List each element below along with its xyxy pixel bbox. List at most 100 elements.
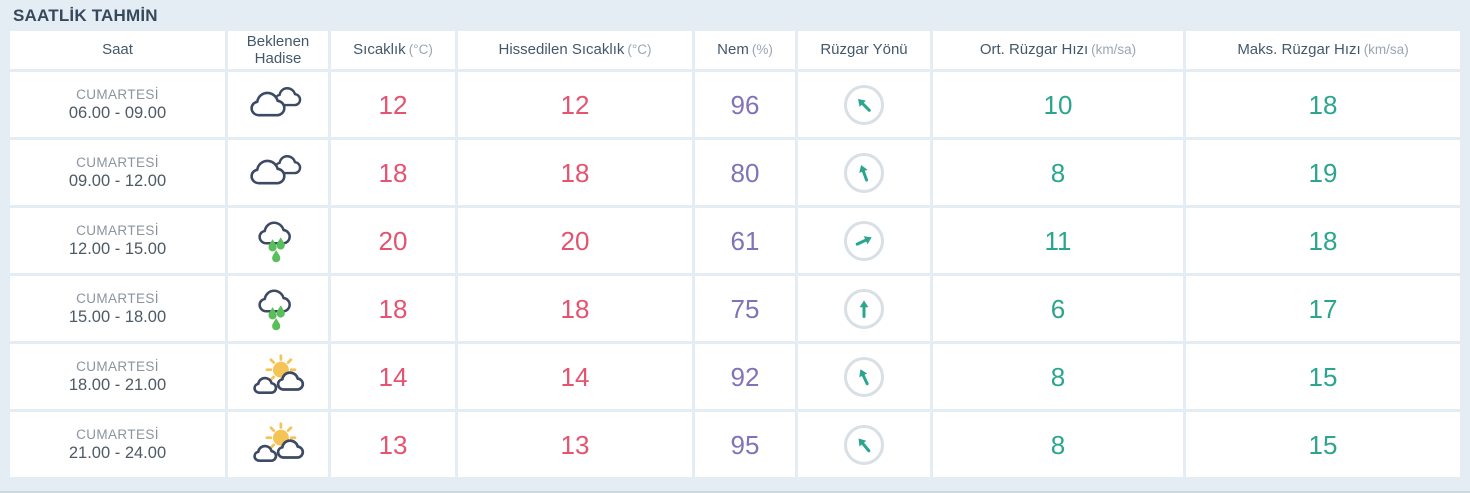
wind-direction-cell [798, 208, 930, 273]
humidity-cell: 61 [695, 208, 795, 273]
column-header-ruzgar-yonu: Rüzgar Yönü [798, 31, 930, 69]
feels-like-cell: 18 [458, 140, 692, 205]
condition-cell [228, 276, 328, 341]
max-wind-speed-value: 18 [1308, 225, 1338, 256]
wind-direction-cell [798, 140, 930, 205]
day-label: CUMARTESİ [76, 86, 159, 102]
time-range-label: 09.00 - 12.00 [68, 171, 167, 190]
table-header-row: Saat Beklenen Hadise Sıcaklık (°C) Hissed… [10, 31, 1460, 69]
column-header-saat: Saat [10, 31, 225, 69]
day-label: CUMARTESİ [76, 222, 159, 238]
avg-wind-speed-value: 6 [1050, 293, 1066, 324]
column-header-ort-ruzgar-hizi: Ort. Rüzgar Hızı (km/sa) [933, 31, 1183, 69]
temperature-cell: 14 [331, 344, 455, 409]
feels-like-cell: 13 [458, 412, 692, 477]
max-wind-speed-cell: 15 [1186, 412, 1460, 477]
time-cell: CUMARTESİ 06.00 - 09.00 [10, 72, 225, 137]
partly-sunny-icon [253, 422, 305, 462]
temperature-value: 18 [378, 157, 408, 188]
time-cell: CUMARTESİ 21.00 - 24.00 [10, 412, 225, 477]
bottom-border [0, 491, 1470, 493]
feels-like-value: 20 [560, 225, 590, 256]
time-range-label: 18.00 - 21.00 [68, 375, 167, 394]
avg-wind-speed-cell: 8 [933, 344, 1183, 409]
avg-wind-speed-cell: 10 [933, 72, 1183, 137]
day-label: CUMARTESİ [76, 290, 159, 306]
forecast-table-body: CUMARTESİ 06.00 - 09.00 12 12 96 [10, 72, 1460, 477]
max-wind-speed-cell: 15 [1186, 344, 1460, 409]
humidity-cell: 75 [695, 276, 795, 341]
avg-wind-speed-value: 8 [1050, 361, 1066, 392]
page-title: SAATLİK TAHMİN [13, 6, 158, 25]
time-cell: CUMARTESİ 12.00 - 15.00 [10, 208, 225, 273]
time-cell: CUMARTESİ 09.00 - 12.00 [10, 140, 225, 205]
wind-direction-arrow-icon [855, 235, 872, 246]
forecast-row: CUMARTESİ 15.00 - 18.00 18 18 [10, 276, 1460, 341]
temperature-cell: 13 [331, 412, 455, 477]
time-cell: CUMARTESİ 15.00 - 18.00 [10, 276, 225, 341]
feels-like-cell: 20 [458, 208, 692, 273]
forecast-row: CUMARTESİ 21.00 - 24.00 [10, 412, 1460, 477]
condition-cell [228, 72, 328, 137]
wind-direction-arrow-icon [859, 368, 869, 385]
max-wind-speed-cell: 18 [1186, 208, 1460, 273]
humidity-value: 92 [730, 361, 760, 392]
time-range-label: 21.00 - 24.00 [68, 443, 167, 462]
time-range-label: 06.00 - 09.00 [68, 103, 167, 122]
wind-direction-cell [798, 344, 930, 409]
column-header-nem: Nem (%) [695, 31, 795, 69]
day-label: CUMARTESİ [76, 154, 159, 170]
wind-direction-arrow-icon [858, 437, 871, 452]
rain-icon [258, 289, 291, 330]
feels-like-cell: 12 [458, 72, 692, 137]
wind-direction-circle [844, 152, 884, 193]
forecast-row: CUMARTESİ 12.00 - 15.00 20 20 [10, 208, 1460, 273]
time-range-label: 12.00 - 15.00 [68, 239, 167, 258]
wind-direction-circle [844, 424, 884, 465]
humidity-cell: 96 [695, 72, 795, 137]
column-header-beklenen-hadise: Beklenen Hadise [228, 31, 328, 69]
wind-direction-circle [844, 84, 884, 125]
humidity-value: 80 [730, 157, 760, 188]
forecast-row: CUMARTESİ 18.00 - 21.00 [10, 344, 1460, 409]
time-range-label: 15.00 - 18.00 [68, 307, 167, 326]
max-wind-speed-cell: 17 [1186, 276, 1460, 341]
column-header-maks-ruzgar-hizi: Maks. Rüzgar Hızı (km/sa) [1186, 31, 1460, 69]
humidity-cell: 80 [695, 140, 795, 205]
condition-cell [228, 412, 328, 477]
avg-wind-speed-cell: 8 [933, 412, 1183, 477]
feels-like-cell: 18 [458, 276, 692, 341]
wind-direction-cell [798, 72, 930, 137]
hourly-forecast-table: Saat Beklenen Hadise Sıcaklık (°C) Hissed… [10, 31, 1460, 477]
rain-icon [258, 221, 291, 262]
humidity-cell: 95 [695, 412, 795, 477]
feels-like-value: 18 [560, 293, 590, 324]
feels-like-value: 14 [560, 361, 590, 392]
condition-cell [228, 208, 328, 273]
max-wind-speed-cell: 18 [1186, 72, 1460, 137]
max-wind-speed-value: 18 [1308, 89, 1338, 120]
column-header-sicaklik: Sıcaklık (°C) [331, 31, 455, 69]
humidity-value: 96 [730, 89, 760, 120]
humidity-value: 61 [730, 225, 760, 256]
feels-like-cell: 14 [458, 344, 692, 409]
avg-wind-speed-cell: 8 [933, 140, 1183, 205]
temperature-value: 12 [378, 89, 408, 120]
temperature-cell: 18 [331, 276, 455, 341]
wind-direction-circle [844, 220, 884, 261]
max-wind-speed-cell: 19 [1186, 140, 1460, 205]
feels-like-value: 18 [560, 157, 590, 188]
temperature-cell: 18 [331, 140, 455, 205]
wind-direction-cell [798, 412, 930, 477]
max-wind-speed-value: 15 [1308, 429, 1338, 460]
max-wind-speed-value: 15 [1308, 361, 1338, 392]
day-label: CUMARTESİ [76, 426, 159, 442]
temperature-value: 18 [378, 293, 408, 324]
temperature-value: 14 [378, 361, 408, 392]
feels-like-value: 12 [560, 89, 590, 120]
day-label: CUMARTESİ [76, 358, 159, 374]
condition-cell [228, 344, 328, 409]
temperature-cell: 12 [331, 72, 455, 137]
time-cell: CUMARTESİ 18.00 - 21.00 [10, 344, 225, 409]
column-header-hissedilen-sicaklik: Hissedilen Sıcaklık (°C) [458, 31, 692, 69]
